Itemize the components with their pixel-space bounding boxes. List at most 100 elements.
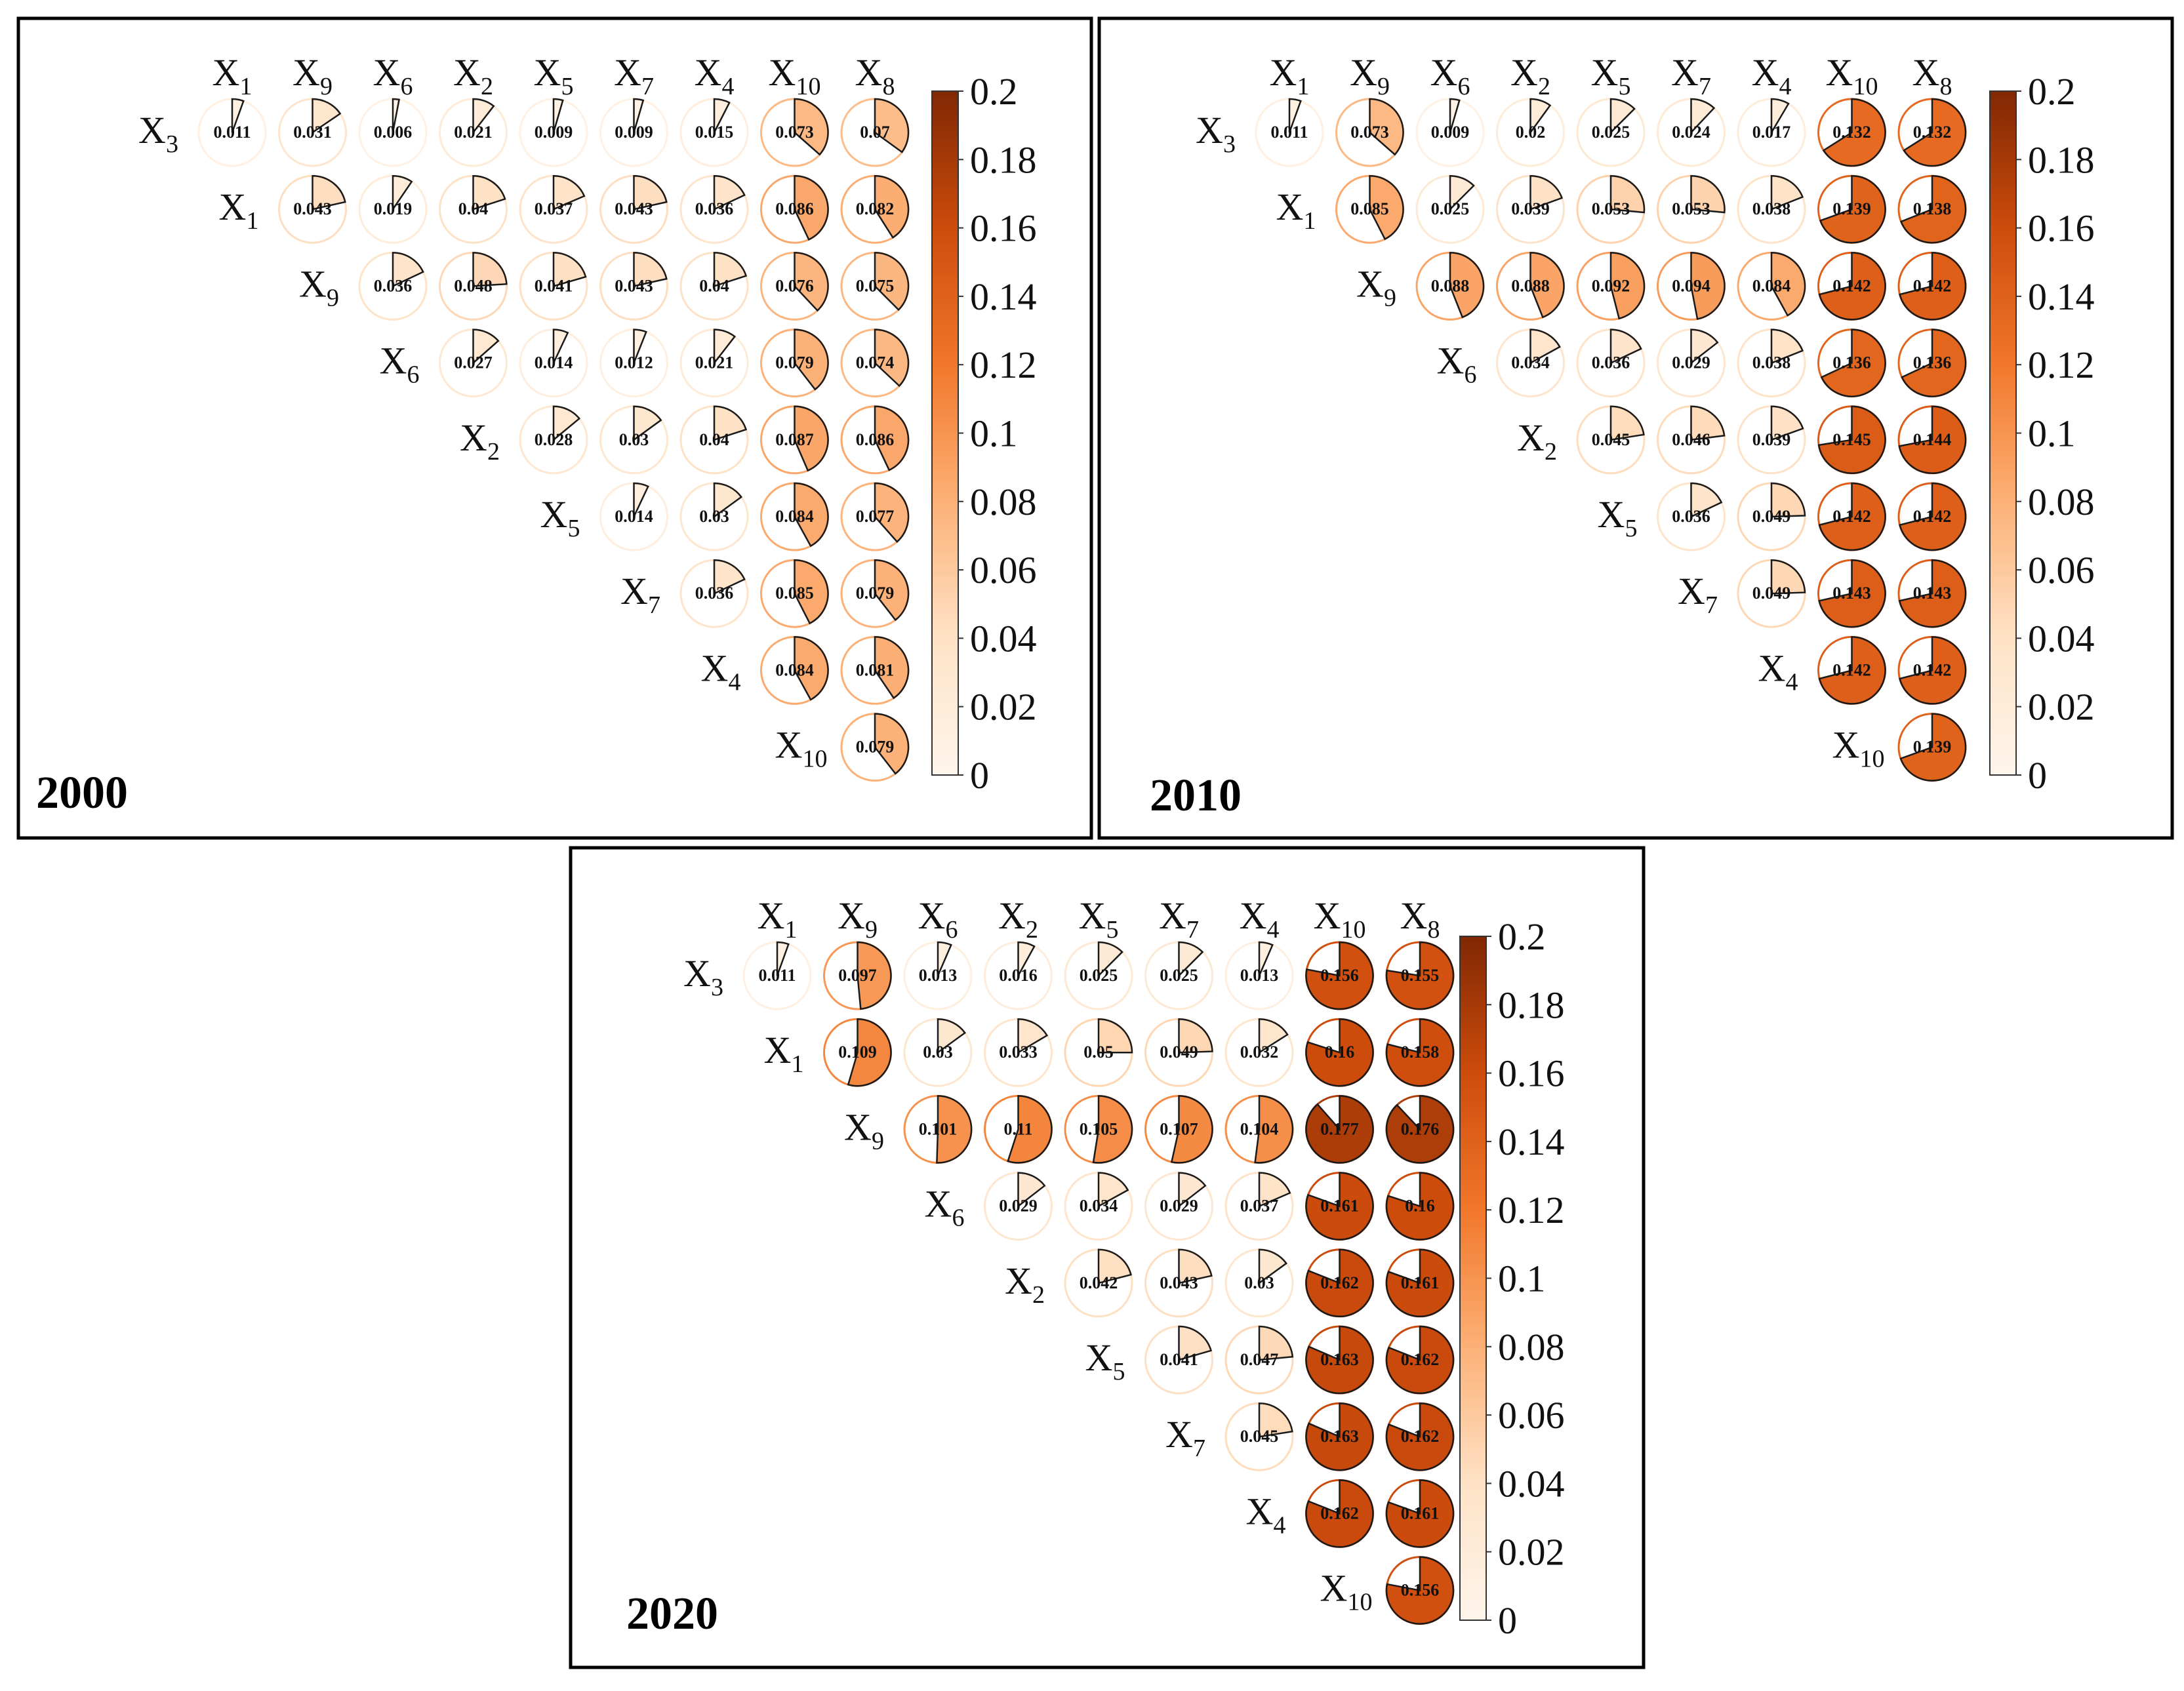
- pie-cell: 0.053: [1657, 174, 1726, 244]
- pie-wedge: [472, 98, 495, 135]
- pie-wedge: [713, 98, 731, 133]
- value-label: 0.019: [374, 199, 413, 218]
- pie-wedge: [1178, 941, 1204, 978]
- pie-cell: 0.145: [1817, 405, 1886, 475]
- pie-cell: 0.107: [1144, 1094, 1213, 1164]
- pie-wedge: [1385, 1556, 1455, 1625]
- pie-wedge: [1770, 405, 1804, 441]
- pie-cell: 0.05: [1064, 1018, 1133, 1087]
- pie-cell: 0.139: [1817, 174, 1886, 244]
- value-label: 0.142: [1913, 507, 1952, 526]
- colorbar-tick-label: 0.06: [2028, 549, 2095, 591]
- column-label: X9: [293, 51, 333, 100]
- pie-wedge: [552, 252, 587, 288]
- value-label: 0.155: [1401, 966, 1440, 985]
- pie-cell: 0.043: [1144, 1248, 1213, 1318]
- pie-wedge: [1770, 98, 1790, 136]
- pie-cell: 0.043: [599, 174, 668, 244]
- column-label: X2: [1510, 51, 1550, 100]
- pie-wedge: [1529, 328, 1561, 365]
- value-label: 0.094: [1672, 276, 1710, 295]
- value-label: 0.011: [758, 966, 796, 985]
- pie-cell: 0.036: [1657, 482, 1726, 551]
- pie-wedge: [1258, 1402, 1293, 1438]
- pie-wedge: [1258, 941, 1274, 976]
- value-label: 0.163: [1320, 1427, 1359, 1446]
- value-label: 0.036: [695, 584, 734, 603]
- value-label: 0.143: [1832, 584, 1871, 603]
- value-label: 0.043: [615, 276, 653, 295]
- value-label: 0.139: [1913, 738, 1952, 757]
- pie-wedge: [1254, 1095, 1294, 1164]
- pie-wedge: [713, 482, 743, 519]
- value-label: 0.077: [856, 507, 895, 526]
- value-label: 0.088: [1511, 276, 1550, 295]
- row-label: X3: [1196, 109, 1236, 158]
- pie-wedge: [1770, 328, 1804, 365]
- pie-cell: 0.077: [840, 482, 910, 551]
- pie-cell: 0.161: [1385, 1479, 1455, 1548]
- value-label: 0.092: [1592, 276, 1630, 295]
- pie-cell: 0.143: [1897, 559, 1967, 628]
- pie-wedge: [1449, 252, 1485, 319]
- pie-cell: 0.079: [840, 713, 910, 782]
- pie-wedge: [1690, 328, 1719, 365]
- pie-cell: 0.034: [1064, 1172, 1133, 1241]
- pie-wedge: [1898, 405, 1967, 475]
- pie-wedge: [794, 98, 829, 156]
- value-label: 0.02: [1516, 123, 1546, 142]
- pie-wedge: [713, 559, 746, 595]
- pie-wedge: [1690, 252, 1726, 320]
- pie-cell: 0.162: [1385, 1325, 1455, 1395]
- pie-wedge: [1170, 1095, 1213, 1164]
- pie-cell: 0.142: [1897, 251, 1967, 321]
- value-label: 0.143: [1913, 584, 1952, 603]
- pie-cell: 0.075: [840, 251, 910, 321]
- column-label: X8: [855, 51, 895, 100]
- pie-wedge: [1258, 1172, 1291, 1208]
- pie-wedge: [1017, 1172, 1046, 1208]
- row-label: X10: [1320, 1567, 1373, 1616]
- pie-wedge: [1817, 405, 1886, 474]
- pie-cell: 0.011: [1255, 98, 1324, 167]
- pie-wedge: [1609, 174, 1646, 214]
- pie-cell: 0.041: [519, 251, 588, 321]
- pie-cell: 0.027: [439, 328, 508, 398]
- panel-year-label: 2020: [626, 1589, 718, 1639]
- column-label: X1: [212, 51, 253, 100]
- pie-wedge: [776, 941, 790, 976]
- pie-cell: 0.024: [1657, 98, 1726, 167]
- colorbar-tick-label: 0.02: [2028, 686, 2095, 728]
- pie-wedge: [1305, 941, 1374, 1010]
- value-label: 0.145: [1832, 430, 1871, 449]
- pie-wedge: [312, 98, 342, 134]
- pie-wedge: [1609, 98, 1636, 135]
- pie-cell: 0.045: [1224, 1402, 1294, 1471]
- pie-wedge: [633, 98, 645, 133]
- value-label: 0.041: [1160, 1350, 1198, 1369]
- pie-wedge: [936, 1095, 973, 1164]
- column-label: X4: [1240, 894, 1280, 944]
- pie-wedge: [312, 174, 346, 210]
- pie-cell: 0.04: [439, 174, 508, 244]
- pie-cell: 0.161: [1305, 1172, 1374, 1241]
- column-label: X9: [1350, 51, 1390, 100]
- pie-wedge: [633, 174, 668, 210]
- pie-cell: 0.088: [1415, 251, 1485, 321]
- pie-wedge: [874, 636, 910, 700]
- pie-wedge: [1305, 1248, 1374, 1318]
- colorbar: [1459, 936, 1487, 1621]
- colorbar-tick-label: 0.08: [970, 481, 1037, 523]
- pie-wedge: [1305, 1172, 1374, 1241]
- value-label: 0.07: [860, 123, 890, 142]
- pie-cell: 0.039: [1737, 405, 1806, 475]
- value-label: 0.009: [615, 123, 653, 142]
- pie-wedge: [1690, 482, 1723, 518]
- pie-wedge: [794, 405, 829, 472]
- value-label: 0.075: [856, 276, 895, 295]
- column-label: X7: [1159, 894, 1199, 944]
- pie-wedge: [874, 482, 910, 544]
- pie-cell: 0.038: [1737, 174, 1806, 244]
- pie-wedge: [1449, 98, 1461, 133]
